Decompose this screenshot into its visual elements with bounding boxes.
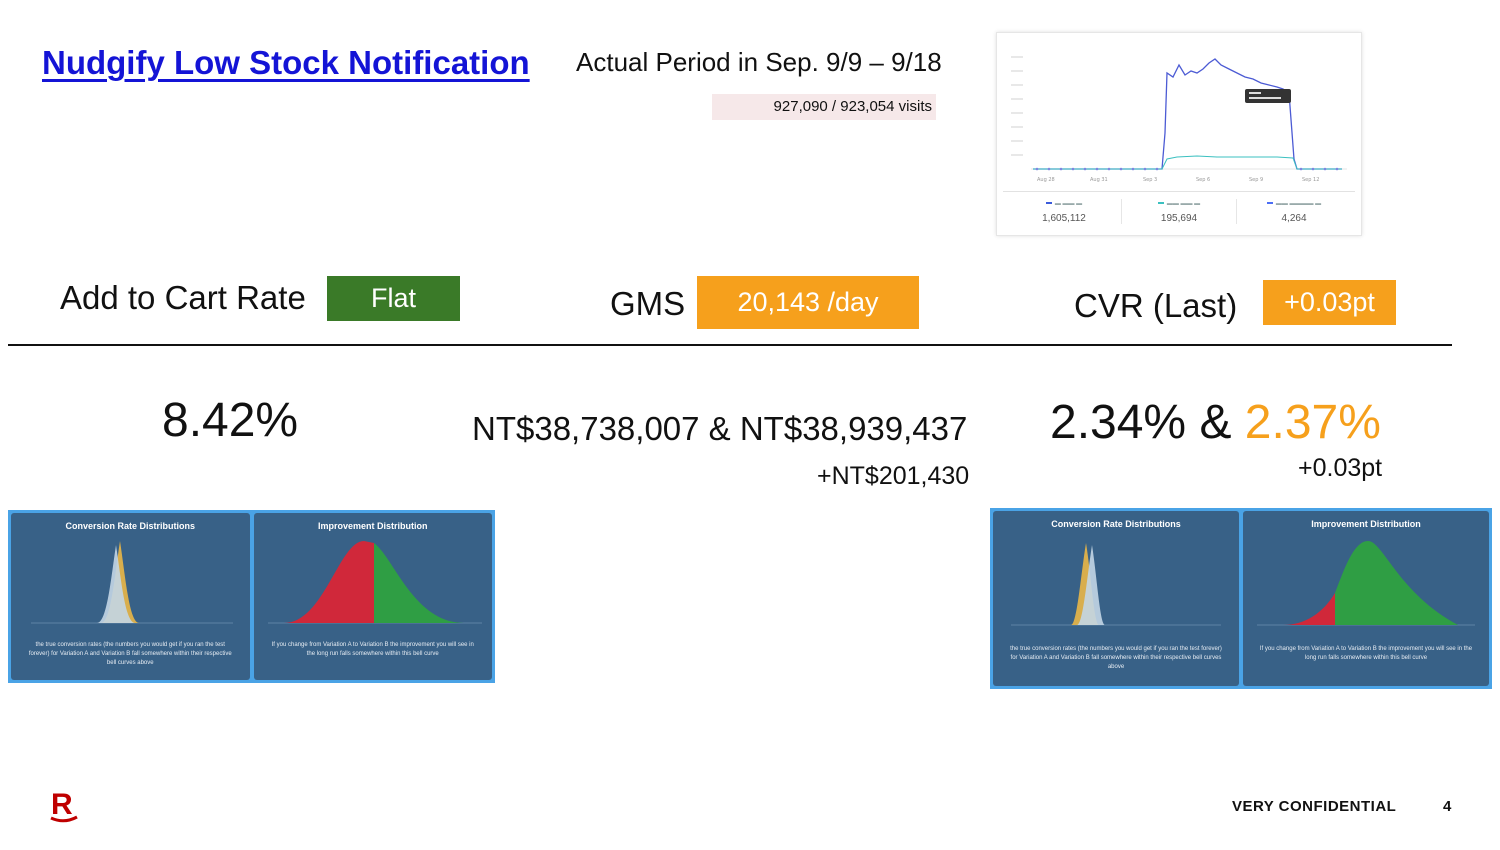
conversion-distribution-panel: Conversion Rate Distributions the true c… — [11, 513, 250, 680]
cvr-diff: +0.03pt — [1298, 454, 1383, 482]
stat-value-1: 1,605,112 — [1042, 213, 1086, 224]
gms-badge: 20,143 /day — [697, 276, 919, 329]
series-line-2 — [1033, 155, 1342, 170]
chart-stats: ▬ ▬▬ ▬ 1,605,112 ▬▬ ▬▬ ▬ 195,694 ▬▬ ▬▬▬▬… — [1007, 199, 1351, 224]
series-line-1 — [1033, 58, 1342, 170]
point — [1299, 167, 1303, 171]
point — [1155, 167, 1159, 171]
point — [1107, 167, 1111, 171]
improvement-distribution-panel: Improvement Distribution If you change f… — [1243, 511, 1489, 686]
panel-description: If you change from Variation A to Variat… — [1259, 646, 1473, 661]
panel-description: If you change from Variation A to Variat… — [271, 642, 474, 657]
x-axis-labels: Aug 28 Aug 31 Sep 3 Sep 6 Sep 9 Sep 12 — [1037, 177, 1319, 183]
ab-test-screenshot-cvr: Conversion Rate Distributions the true c… — [990, 508, 1492, 689]
x-tick-label: Sep 3 — [1143, 177, 1157, 183]
stat-value-3: 4,264 — [1281, 213, 1307, 224]
negative-region — [283, 541, 374, 623]
stat-2: ▬▬ ▬▬ ▬ 195,694 — [1122, 199, 1237, 224]
atc-value: 8.42% — [162, 394, 299, 447]
section-divider — [8, 344, 1452, 346]
cvr-badge: +0.03pt — [1263, 280, 1396, 325]
x-tick-label: Sep 9 — [1249, 177, 1263, 183]
point — [1083, 167, 1087, 171]
point — [1035, 167, 1039, 171]
point — [1059, 167, 1063, 171]
traffic-chart-card: Aug 28 Aug 31 Sep 3 Sep 6 Sep 9 Sep 12 ▬… — [996, 32, 1362, 236]
curve-b — [1077, 545, 1105, 625]
x-tick-label: Sep 12 — [1302, 177, 1319, 183]
stat-value-2: 195,694 — [1160, 213, 1198, 224]
cvr-value-a: 2.34% & — [1050, 396, 1232, 449]
traffic-line-chart: Aug 28 Aug 31 Sep 3 Sep 6 Sep 9 Sep 12 — [1011, 56, 1347, 183]
panel-description: the true conversion rates (the numbers y… — [28, 642, 232, 666]
gms-value: NT$38,738,007 & NT$38,939,437 — [472, 410, 968, 447]
point — [1311, 167, 1315, 171]
legend-item-1: ▬ ▬▬ ▬ — [1007, 199, 1121, 209]
point — [1047, 167, 1051, 171]
stat-1: ▬ ▬▬ ▬ 1,605,112 — [1007, 199, 1122, 224]
panel-title: Improvement Distribution — [317, 521, 428, 531]
point — [1323, 167, 1327, 171]
positive-region — [1335, 541, 1458, 625]
visits-count: 927,090 / 923,054 visits — [712, 94, 936, 120]
improvement-distribution-panel: Improvement Distribution If you change f… — [253, 513, 492, 680]
legend-item-3: ▬▬ ▬▬▬▬ ▬ — [1237, 199, 1351, 209]
period-text: Actual Period in Sep. 9/9 – 9/18 — [576, 47, 942, 77]
point — [1131, 167, 1135, 171]
point — [1119, 167, 1123, 171]
slide-title-link[interactable]: Nudgify Low Stock Notification — [42, 44, 530, 81]
panel-title: Improvement Distribution — [1311, 519, 1421, 529]
point — [1095, 167, 1099, 171]
rakuten-logo[interactable]: R — [48, 784, 80, 824]
improvement-bell-curve — [1257, 541, 1475, 626]
confidential-label: VERY CONFIDENTIAL — [1232, 798, 1397, 815]
cvr-value-b: 2.37% — [1244, 396, 1381, 449]
atc-label: Add to Cart Rate — [60, 279, 306, 316]
x-tick-label: Aug 28 — [1037, 177, 1055, 183]
point — [1071, 167, 1075, 171]
atc-badge: Flat — [327, 276, 460, 321]
point — [1335, 167, 1339, 171]
conversion-distribution-panel: Conversion Rate Distributions the true c… — [993, 511, 1239, 686]
panel-description: the true conversion rates (the numbers y… — [1010, 646, 1222, 670]
cvr-value: 2.34% & 2.37% — [1050, 395, 1381, 450]
legend-item-2: ▬▬ ▬▬ ▬ — [1122, 199, 1236, 209]
point — [1143, 167, 1147, 171]
x-tick-label: Aug 31 — [1090, 177, 1108, 183]
page-number: 4 — [1443, 798, 1452, 815]
logo-swoosh — [50, 815, 78, 823]
conversion-bell-curves — [31, 541, 233, 624]
chart-tooltip — [1245, 89, 1291, 103]
gms-diff: +NT$201,430 — [817, 462, 970, 490]
conversion-bell-curves — [1011, 543, 1221, 626]
positive-region — [373, 543, 464, 623]
gms-label: GMS — [610, 285, 686, 322]
improvement-bell-curve — [267, 541, 482, 624]
cvr-label: CVR (Last) — [1074, 287, 1238, 324]
stat-3: ▬▬ ▬▬▬▬ ▬ 4,264 — [1237, 199, 1351, 224]
panel-title: Conversion Rate Distributions — [1051, 519, 1181, 529]
x-tick-label: Sep 6 — [1196, 177, 1210, 183]
curve-b — [97, 545, 135, 623]
panel-title: Conversion Rate Distributions — [65, 521, 195, 531]
y-axis-ticks — [1011, 56, 1023, 156]
negative-region — [1283, 593, 1335, 625]
ab-test-screenshot-atc: Conversion Rate Distributions the true c… — [8, 510, 495, 683]
logo-letter: R — [51, 788, 73, 821]
chart-divider — [1003, 191, 1355, 192]
series-markers — [1035, 167, 1339, 171]
